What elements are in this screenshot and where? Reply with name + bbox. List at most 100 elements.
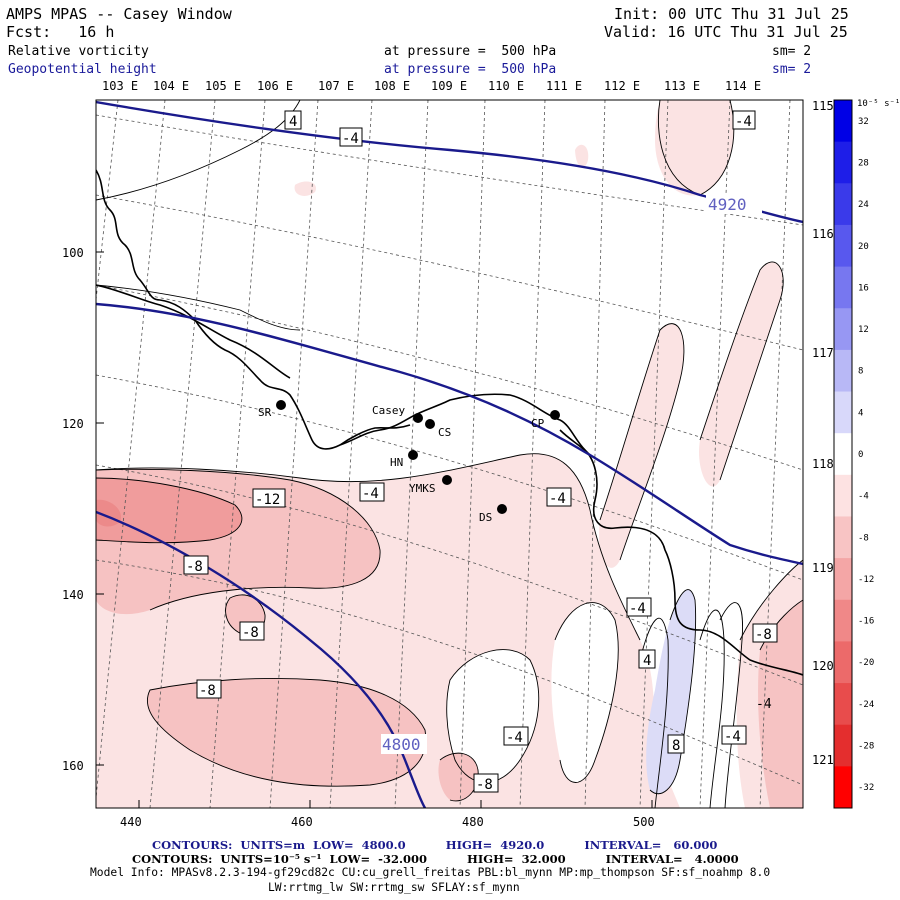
station-dot-icon [408, 450, 418, 460]
colorbar-tick-label: -16 [858, 617, 874, 627]
x-tick-label: 440 [120, 815, 142, 829]
colorbar-swatch [834, 391, 852, 434]
contour-label-box: -12 [252, 488, 286, 508]
colorbar-tick-label: 0 [858, 450, 863, 460]
field2-name: Geopotential height [8, 62, 157, 77]
y-tick-label: 160 [62, 759, 84, 773]
colorbar-swatch [834, 516, 852, 559]
colorbar-swatch [834, 474, 852, 517]
contour-label-box: -4 [359, 482, 385, 502]
colorbar-tick-label: -4 [858, 492, 869, 502]
svg-text:-4: -4 [362, 486, 379, 502]
contour-label-box: -8 [752, 623, 778, 643]
station-label: Casey [372, 404, 405, 417]
colorbar-tick-label: 24 [858, 200, 869, 210]
model-info-physics: LW:rrtmg_lw SW:rrtmg_sw SFLAY:sf_mynn [268, 881, 520, 894]
colorbar: 32 28 24 20 16 12 8 4 0 -4 -8 -12 -16 -20 -24 -28 -32 [833, 99, 874, 809]
contour-label-box: -4 [732, 110, 756, 130]
colorbar-tick-label: 4 [858, 408, 863, 418]
station-dot-icon [497, 504, 507, 514]
station-label: CS [438, 426, 451, 439]
station-dot-icon [276, 400, 286, 410]
svg-text:-4: -4 [549, 491, 566, 507]
colorbar-swatch [834, 100, 852, 143]
height-contour-info: CONTOURS: UNITS=m LOW= 4800.0 HIGH= 4920… [152, 838, 718, 852]
x-axis-labels: 440 460 480 500 [120, 800, 655, 829]
valid-time: Valid: 16 UTC Thu 31 Jul 25 [604, 23, 848, 41]
contour-label-box: -4 [503, 726, 529, 746]
lon-label: 112 E [604, 79, 640, 93]
station-hn: HN [390, 450, 418, 469]
svg-text:-12: -12 [255, 492, 280, 508]
svg-text:4: 4 [289, 114, 297, 130]
colorbar-swatch [834, 558, 852, 601]
field2-level: at pressure = 500 hPa [384, 62, 557, 77]
top-longitude-labels: 103 E 104 E 105 E 106 E 107 E 108 E 109 … [102, 79, 761, 93]
map-title: AMPS MPAS -- Casey Window [6, 5, 232, 23]
contour-label-box: -8 [196, 679, 222, 699]
height-contour-labels: 4920 4800 [381, 194, 762, 754]
station-dot-icon [442, 475, 452, 485]
svg-text:-8: -8 [186, 559, 203, 575]
contour-label-box: -8 [473, 773, 499, 793]
svg-text:4: 4 [643, 653, 651, 669]
lon-label: 110 E [488, 79, 524, 93]
colorbar-swatch [834, 683, 852, 726]
colorbar-swatch [834, 599, 852, 642]
height-label-4800: 4800 [382, 735, 421, 754]
lon-label: 113 E [664, 79, 700, 93]
coastline [96, 169, 803, 676]
colorbar-tick-label: 8 [858, 367, 863, 377]
station-dot-icon [425, 419, 435, 429]
svg-text:8: 8 [672, 738, 680, 754]
svg-text:-4: -4 [629, 601, 646, 617]
station-cp: CP [531, 410, 560, 430]
colorbar-swatch [834, 433, 852, 476]
station-ymks: YMKS [409, 475, 452, 495]
svg-text:-4: -4 [756, 697, 772, 712]
colorbar-swatch [834, 266, 852, 309]
contour-label-box: 8 [667, 734, 685, 754]
contour-label-box: -8 [239, 621, 265, 641]
station-casey: Casey [372, 404, 423, 423]
lon-label: 106 E [257, 79, 293, 93]
lon-label: 104 E [153, 79, 189, 93]
lon-label: 105 E [205, 79, 241, 93]
station-sr: SR [258, 400, 286, 419]
field2-smoothing: sm= 2 [772, 62, 812, 77]
field1-smoothing: sm= 2 [772, 44, 812, 59]
init-time: Init: 00 UTC Thu 31 Jul 25 [614, 5, 849, 23]
colorbar-swatch [834, 183, 852, 226]
contour-label-box: -4 [721, 725, 747, 745]
colorbar-swatch [834, 308, 852, 351]
lon-label: 114 E [725, 79, 761, 93]
contour-label-box: -4 [626, 597, 652, 617]
x-tick-label: 460 [291, 815, 313, 829]
svg-text:-4: -4 [735, 114, 752, 130]
station-dot-icon [550, 410, 560, 420]
lon-label: 103 E [102, 79, 138, 93]
station-dot-icon [413, 413, 423, 423]
colorbar-tick-label: -20 [858, 658, 874, 668]
svg-text:-8: -8 [242, 625, 259, 641]
colorbar-swatch [834, 724, 852, 767]
colorbar-tick-label: -24 [858, 700, 874, 710]
svg-text:-4: -4 [342, 131, 359, 147]
contour-label-box: 4 [284, 110, 302, 130]
y-tick-label: 100 [62, 246, 84, 260]
y-tick-label: 120 [62, 417, 84, 431]
y-axis-labels: 100 120 140 160 [62, 246, 104, 773]
colorbar-tick-label: -32 [858, 783, 874, 793]
plot-frame [95, 99, 804, 809]
colorbar-swatch [834, 349, 852, 393]
colorbar-tick-label: -8 [858, 533, 869, 543]
station-label: SR [258, 406, 272, 419]
x-tick-label: 500 [633, 815, 655, 829]
colorbar-tick-label: 28 [858, 158, 869, 168]
contour-label-box: 4 [638, 649, 656, 669]
colorbar-tick-label: 16 [858, 283, 869, 293]
colorbar-swatch [834, 766, 852, 809]
colorbar-swatch [834, 141, 852, 184]
vorticity-contour-labels: 4 -4 -4 -4 -4 -12 -8 -8 -8 -8 -4 4 -8 -4… [183, 110, 778, 793]
model-info: Model Info: MPASv8.2.3-194-gf29cd82c CU:… [90, 866, 771, 879]
